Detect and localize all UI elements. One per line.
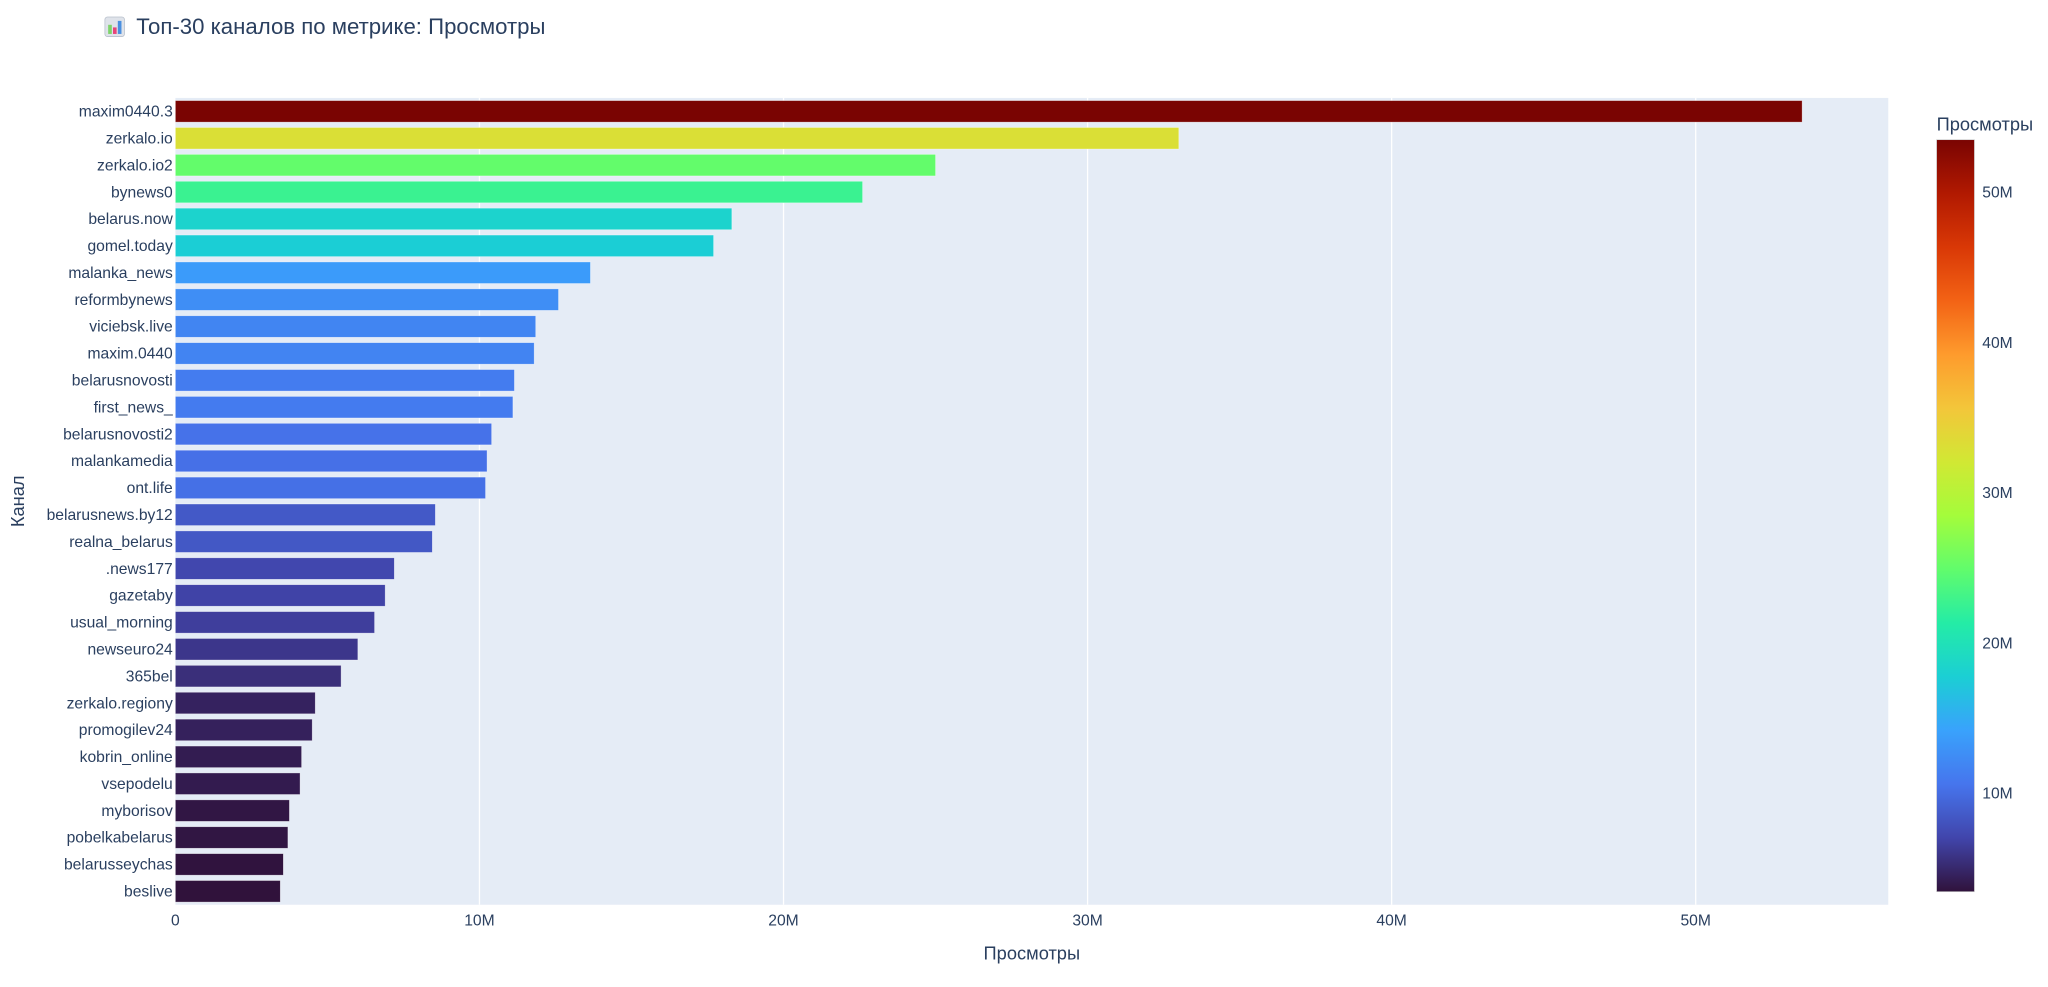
y-tick-label: vsepodelu bbox=[101, 776, 172, 793]
x-tick-label: 30M bbox=[1072, 913, 1102, 930]
bar[interactable] bbox=[175, 880, 281, 903]
y-tick-label: malankamedia bbox=[71, 453, 173, 470]
y-tick-label: malanka_news bbox=[68, 265, 173, 282]
y-tick-label: gomel.today bbox=[87, 238, 172, 255]
y-tick-label: myborisov bbox=[101, 803, 173, 820]
bar[interactable] bbox=[175, 180, 863, 204]
x-tick-labels: 0 10M 20M 30M 40M 50M bbox=[171, 913, 1711, 930]
colorbar-tick-label: 10M bbox=[1982, 786, 2012, 803]
bar[interactable] bbox=[175, 423, 492, 446]
y-tick-label: gazetaby bbox=[109, 588, 173, 605]
y-tick-label: belarusnews.by12 bbox=[47, 507, 173, 524]
y-tick-label: belarus.now bbox=[88, 211, 173, 228]
y-tick-label: beslive bbox=[124, 884, 173, 901]
bar[interactable] bbox=[175, 638, 359, 661]
bar[interactable] bbox=[175, 127, 1180, 150]
colorbar-tick-label: 20M bbox=[1982, 635, 2012, 652]
y-tick-label: zerkalo.io bbox=[106, 130, 173, 147]
bar[interactable] bbox=[175, 665, 342, 688]
x-tick-label: 20M bbox=[768, 913, 798, 930]
bar[interactable] bbox=[175, 234, 714, 257]
y-tick-label: 365bel bbox=[126, 668, 173, 685]
bar[interactable] bbox=[175, 745, 302, 768]
y-tick-label: first_news_ bbox=[94, 399, 173, 416]
y-tick-label: kobrin_online bbox=[80, 749, 173, 766]
bar[interactable] bbox=[175, 772, 301, 795]
bar[interactable] bbox=[175, 691, 316, 715]
bar[interactable] bbox=[175, 449, 488, 473]
y-tick-label: ont.life bbox=[127, 480, 173, 497]
y-tick-label: usual_morning bbox=[70, 615, 173, 632]
y-tick-label: pobelkabelarus bbox=[67, 830, 173, 847]
bar[interactable] bbox=[175, 476, 486, 499]
y-tick-label: realna_belarus bbox=[69, 534, 173, 551]
y-axis-title: Канал bbox=[7, 475, 28, 527]
colorbar: Просмотры 10M 20M 30M 40M 50M bbox=[1936, 114, 2034, 893]
y-tick-label: belarusnovosti bbox=[72, 373, 173, 390]
x-tick-label: 50M bbox=[1680, 913, 1710, 930]
x-gridlines bbox=[478, 97, 1697, 905]
bar[interactable] bbox=[175, 611, 375, 634]
y-tick-label: promogilev24 bbox=[79, 722, 173, 739]
bar[interactable] bbox=[175, 261, 591, 284]
bar[interactable] bbox=[175, 530, 433, 553]
bar[interactable] bbox=[175, 557, 395, 580]
bar[interactable] bbox=[175, 718, 313, 742]
bar[interactable] bbox=[175, 154, 936, 177]
y-tick-label: maxim.0440 bbox=[87, 346, 173, 363]
bar[interactable] bbox=[175, 503, 436, 526]
bar[interactable] bbox=[175, 369, 515, 392]
colorbar-tick-label: 50M bbox=[1982, 185, 2012, 202]
chart-title-group: Топ-30 каналов по метрике: Просмотры bbox=[104, 14, 545, 39]
bar[interactable] bbox=[175, 315, 537, 338]
bar[interactable] bbox=[175, 342, 535, 365]
y-tick-label: newseuro24 bbox=[87, 641, 173, 658]
bar[interactable] bbox=[175, 799, 290, 822]
y-tick-label: belarusnovosti2 bbox=[63, 426, 173, 443]
y-tick-label: maxim0440.3 bbox=[79, 104, 173, 121]
plot-area bbox=[175, 97, 1889, 905]
y-tick-labels: maxim0440.3 zerkalo.io zerkalo.io2 bynews0 b… bbox=[47, 104, 174, 901]
y-tick-label: .news177 bbox=[106, 561, 173, 578]
bars bbox=[175, 100, 1803, 903]
bar[interactable] bbox=[175, 584, 386, 607]
y-tick-label: zerkalo.io2 bbox=[97, 157, 173, 174]
bar[interactable] bbox=[175, 826, 289, 849]
colorbar-tick-label: 30M bbox=[1982, 485, 2012, 502]
x-axis-title: Просмотры bbox=[984, 943, 1081, 964]
bar[interactable] bbox=[175, 100, 1803, 123]
y-tick-label: belarusseychas bbox=[64, 857, 173, 874]
y-tick-label: zerkalo.regiony bbox=[67, 695, 173, 712]
bar[interactable] bbox=[175, 396, 514, 419]
bar[interactable] bbox=[175, 207, 733, 231]
bar[interactable] bbox=[175, 288, 559, 311]
x-tick-label: 10M bbox=[464, 913, 494, 930]
chart-title: Топ-30 каналов по метрике: Просмотры bbox=[136, 14, 545, 39]
x-tick-label: 40M bbox=[1376, 913, 1406, 930]
y-tick-label: bynews0 bbox=[111, 184, 173, 201]
y-tick-label: reformbynews bbox=[74, 292, 172, 309]
colorbar-tick-label: 40M bbox=[1982, 335, 2012, 352]
y-tick-label: viciebsk.live bbox=[89, 319, 173, 336]
colorbar-gradient bbox=[1936, 139, 1975, 893]
bar[interactable] bbox=[175, 853, 284, 876]
colorbar-title: Просмотры bbox=[1937, 114, 2034, 135]
x-tick-label: 0 bbox=[171, 913, 180, 930]
bar-chart-emoji-icon bbox=[104, 16, 125, 37]
